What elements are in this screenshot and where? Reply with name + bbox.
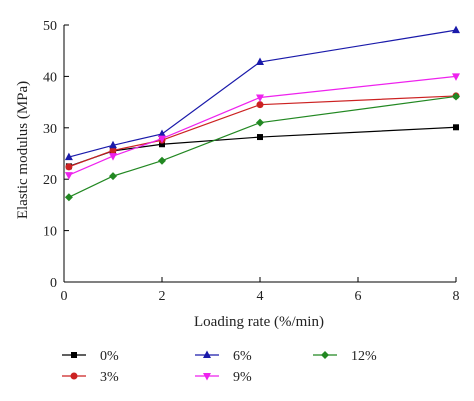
series-4 [64,92,460,202]
legend-marker [203,373,211,381]
legend-item: 0% [62,349,119,364]
data-point [158,129,166,137]
data-point [453,124,459,131]
legend-item: 6% [195,349,252,364]
legend-label: 12% [351,349,377,364]
x-axis-title: Loading rate (%/min) [194,314,324,330]
data-point [256,94,264,102]
data-point [452,25,460,34]
data-point [109,146,117,154]
legend-label: 9% [233,370,252,385]
legend-label: 3% [100,370,119,385]
series-line [68,95,457,198]
legend: 0% 3% 6% 9% 12% [62,349,377,385]
legend-marker [321,351,329,359]
data-point [257,134,263,141]
data-point [65,163,73,171]
x-tick-label: 8 [453,289,460,304]
data-point [256,118,264,127]
series-line [68,126,457,167]
data-point [64,172,73,180]
series-2 [64,25,460,161]
y-axis-title: Elastic modulus (MPa) [15,81,31,219]
data-point [64,152,73,161]
series-layer [64,25,460,202]
legend-marker [70,372,78,380]
x-tick-label: 2 [159,289,166,304]
y-tick-label: 20 [43,173,57,188]
data-point [452,92,460,101]
series-3 [64,73,460,180]
legend-item: 9% [195,370,252,385]
legend-label: 0% [100,349,119,364]
data-point [109,153,117,161]
y-tick-label: 40 [43,70,57,85]
data-point [109,140,117,149]
y-tick-label: 30 [43,122,57,137]
axes: 0 2 4 6 8 0 10 20 30 40 50 [43,19,460,304]
data-point [256,101,264,109]
legend-marker [71,352,77,358]
y-tick-label: 10 [43,225,57,240]
data-point [256,57,264,66]
data-point [159,141,165,148]
data-point [158,135,166,144]
x-tick-label: 4 [257,289,264,304]
legend-item: 3% [62,370,119,385]
series-line [68,75,457,176]
legend-label: 6% [233,349,252,364]
y-tick-label: 50 [43,19,57,34]
data-point [452,73,460,81]
legend-item: 12% [313,349,377,364]
x-tick-label: 0 [61,289,68,304]
data-point [64,193,73,202]
series-0 [65,124,459,170]
legend-marker [203,350,211,358]
data-point [109,172,117,181]
x-tick-label: 6 [355,289,362,304]
y-tick-label: 0 [50,276,57,291]
data-point [158,156,166,165]
